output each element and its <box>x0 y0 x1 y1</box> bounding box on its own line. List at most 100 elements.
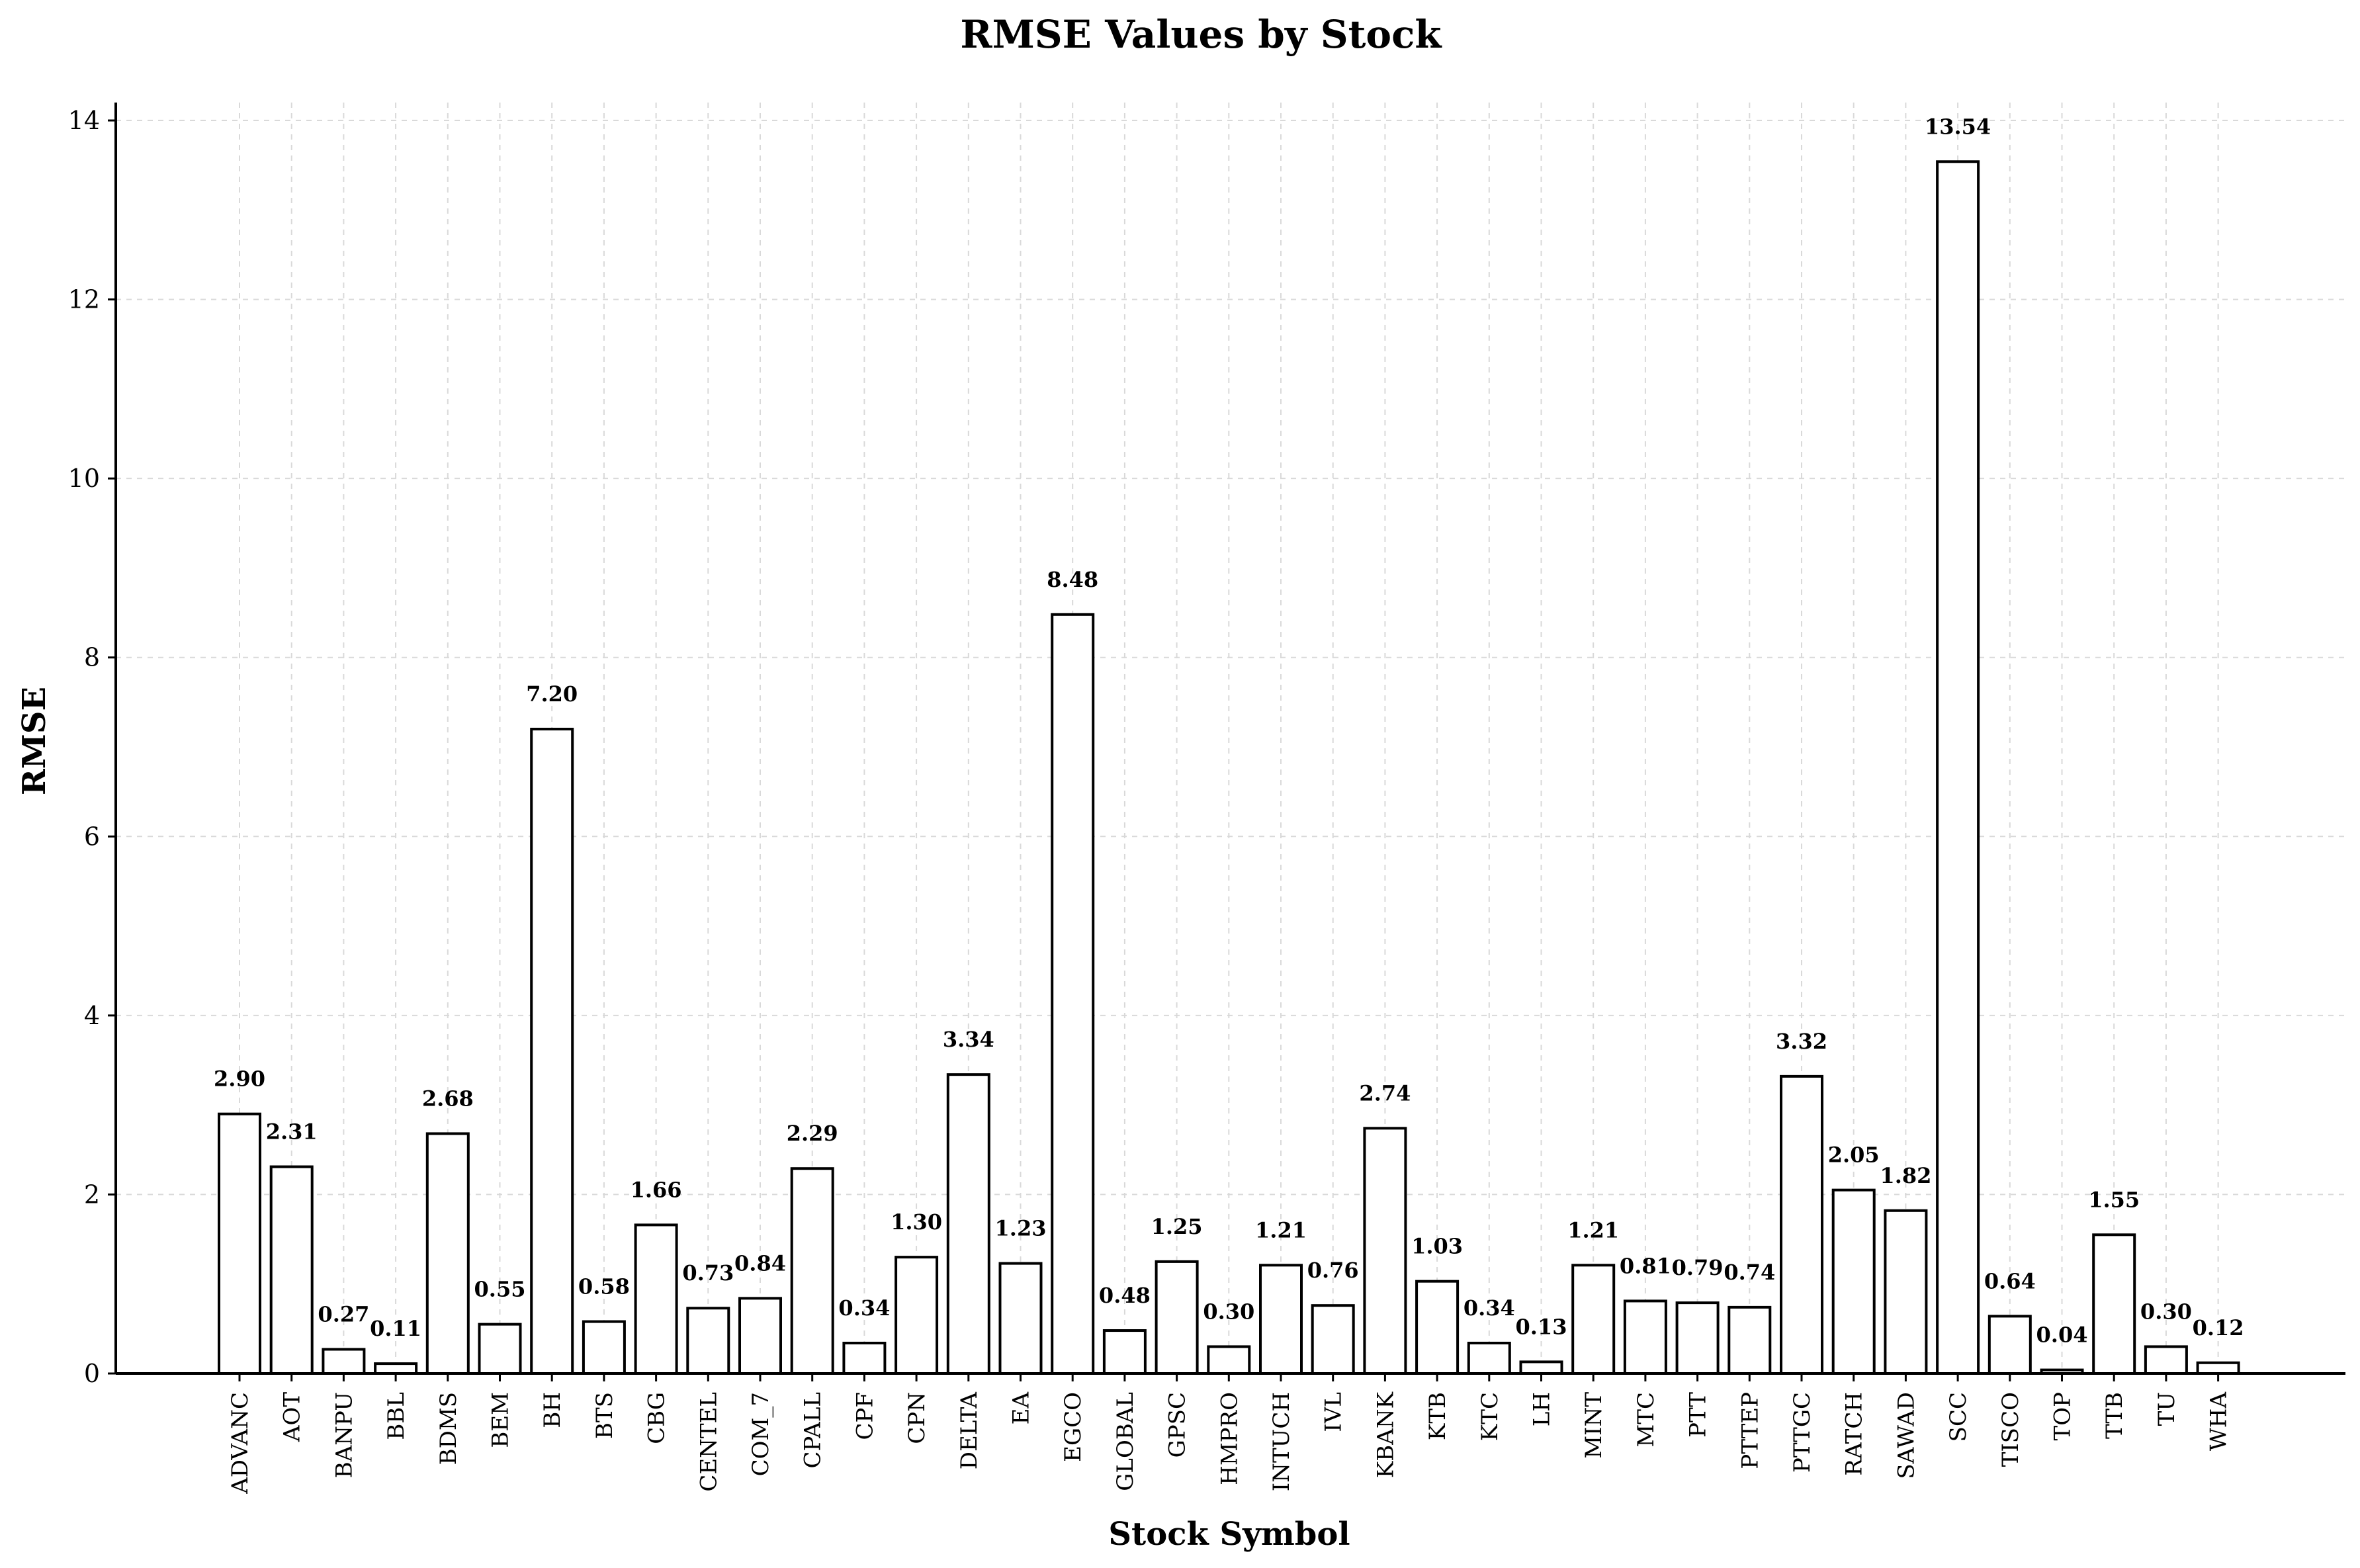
x-tick-label: MINT <box>1581 1392 1607 1459</box>
data-label: 0.34 <box>838 1295 890 1321</box>
data-label: 0.58 <box>578 1274 630 1299</box>
data-label: 1.55 <box>2088 1187 2140 1212</box>
bar-egco <box>1051 613 1095 1375</box>
bar-bbl <box>374 1362 418 1375</box>
bar-scc <box>1936 160 1980 1375</box>
x-tick-label: CBG <box>644 1392 670 1444</box>
bar-cpf <box>842 1342 887 1375</box>
bar-sawad <box>1884 1209 1928 1375</box>
data-label: 3.34 <box>943 1027 994 1052</box>
data-label: 3.32 <box>1776 1029 1827 1054</box>
x-tick-label: WHA <box>2206 1392 2232 1452</box>
bar-bdms <box>425 1132 470 1375</box>
x-tick-label: EA <box>1008 1392 1035 1425</box>
data-label: 0.81 <box>1620 1253 1671 1278</box>
bar-tu <box>2144 1345 2188 1375</box>
data-label: 0.79 <box>1672 1255 1724 1280</box>
x-tick-label: ADVANC <box>227 1392 253 1495</box>
x-tick-label: COM_7 <box>748 1392 774 1476</box>
bar-advanc <box>218 1112 261 1375</box>
y-tick-label: 12 <box>68 285 100 314</box>
x-tick-label: KTC <box>1477 1392 1503 1441</box>
x-tick-label: BANPU <box>331 1392 357 1478</box>
bar-ktc <box>1467 1342 1511 1375</box>
y-tick-labels: 0 2 4 6 8 10 12 14 <box>68 106 116 1388</box>
axes-layer <box>114 103 2345 1375</box>
bar-centel <box>686 1307 730 1375</box>
bar-kbank <box>1363 1127 1407 1375</box>
data-label: 0.55 <box>474 1277 526 1302</box>
data-label: 1.21 <box>1255 1217 1307 1242</box>
data-label: 0.04 <box>2036 1323 2088 1348</box>
y-tick-label: 0 <box>84 1359 100 1388</box>
chart-title: RMSE Values by Stock <box>960 12 1442 57</box>
data-label: 0.84 <box>734 1250 786 1276</box>
data-label: 0.30 <box>1203 1299 1254 1324</box>
bar-ea <box>998 1262 1043 1375</box>
x-tick-label: SAWAD <box>1893 1392 1919 1479</box>
data-label: 1.30 <box>891 1209 942 1235</box>
data-label: 2.74 <box>1359 1080 1411 1106</box>
x-tick-label: CPALL <box>800 1392 826 1468</box>
data-label: 0.11 <box>370 1316 421 1341</box>
data-label: 1.82 <box>1880 1163 1931 1188</box>
x-tick-label: KBANK <box>1372 1391 1399 1478</box>
data-label: 0.30 <box>2140 1299 2192 1324</box>
x-axis-label: Stock Symbol <box>1108 1516 1350 1553</box>
data-label: 0.34 <box>1464 1295 1515 1321</box>
x-tick-label: TU <box>2154 1392 2180 1426</box>
x-tick-label: KTB <box>1424 1392 1451 1440</box>
x-tick-labels: ADVANC AOT BANPU BBL BDMS BEM BH BTS CBG CENTEL CO… <box>227 1373 2232 1495</box>
x-tick-label: CPF <box>852 1392 878 1440</box>
x-tick-label: IVL <box>1321 1392 1347 1432</box>
bar-cpall <box>790 1167 834 1375</box>
data-label: 0.76 <box>1307 1258 1359 1283</box>
bar-ttb <box>2092 1233 2136 1375</box>
bar-global <box>1102 1329 1147 1375</box>
data-label: 2.31 <box>266 1119 318 1144</box>
x-tick-label: AOT <box>279 1392 306 1442</box>
bar-cbg <box>634 1223 678 1375</box>
data-label: 2.90 <box>214 1067 265 1092</box>
data-label: 8.48 <box>1047 567 1098 592</box>
y-axis-label: RMSE <box>16 687 53 795</box>
x-tick-label: PTTGC <box>1789 1392 1815 1473</box>
data-label: 0.64 <box>1984 1268 2036 1293</box>
y-tick-label: 8 <box>84 643 100 672</box>
bar-hmpro <box>1207 1345 1251 1375</box>
y-tick-label: 6 <box>84 822 100 851</box>
x-tick-label: MTC <box>1633 1392 1659 1448</box>
y-tick-label: 14 <box>68 106 100 135</box>
bar-com-7 <box>738 1297 782 1375</box>
x-tick-label: CPN <box>904 1392 930 1444</box>
bar-pttep <box>1727 1305 1772 1375</box>
bar-bts <box>582 1320 626 1375</box>
data-label: 0.13 <box>1516 1314 1567 1339</box>
x-tick-label: LH <box>1529 1392 1555 1426</box>
data-label: 2.05 <box>1828 1143 1880 1168</box>
data-label: 7.20 <box>526 681 578 707</box>
y-tick-label: 10 <box>68 464 100 493</box>
bar-wha <box>2196 1361 2240 1375</box>
bar-mint <box>1571 1264 1616 1375</box>
x-tick-label: TOP <box>2050 1392 2076 1440</box>
x-tick-label: TTB <box>2101 1392 2128 1439</box>
x-tick-label: BBL <box>383 1392 410 1440</box>
data-label: 0.74 <box>1724 1260 1775 1285</box>
x-tick-label: BDMS <box>435 1392 462 1465</box>
data-label: 13.54 <box>1925 114 1991 139</box>
data-label: 1.25 <box>1151 1214 1203 1239</box>
x-tick-label: TISCO <box>1997 1392 2024 1467</box>
x-tick-label: RATCH <box>1841 1392 1868 1476</box>
data-label: 2.29 <box>787 1121 838 1146</box>
y-tick-label: 4 <box>84 1001 100 1030</box>
x-tick-label: INTUCH <box>1268 1392 1295 1491</box>
data-label: 1.23 <box>995 1216 1047 1241</box>
data-label: 1.21 <box>1567 1217 1619 1242</box>
bar-tisco <box>1988 1315 2032 1375</box>
bar-gpsc <box>1155 1260 1199 1375</box>
bar-mtc <box>1623 1299 1667 1375</box>
x-tick-label: PTTEP <box>1737 1392 1763 1469</box>
data-label: 0.27 <box>318 1301 369 1327</box>
